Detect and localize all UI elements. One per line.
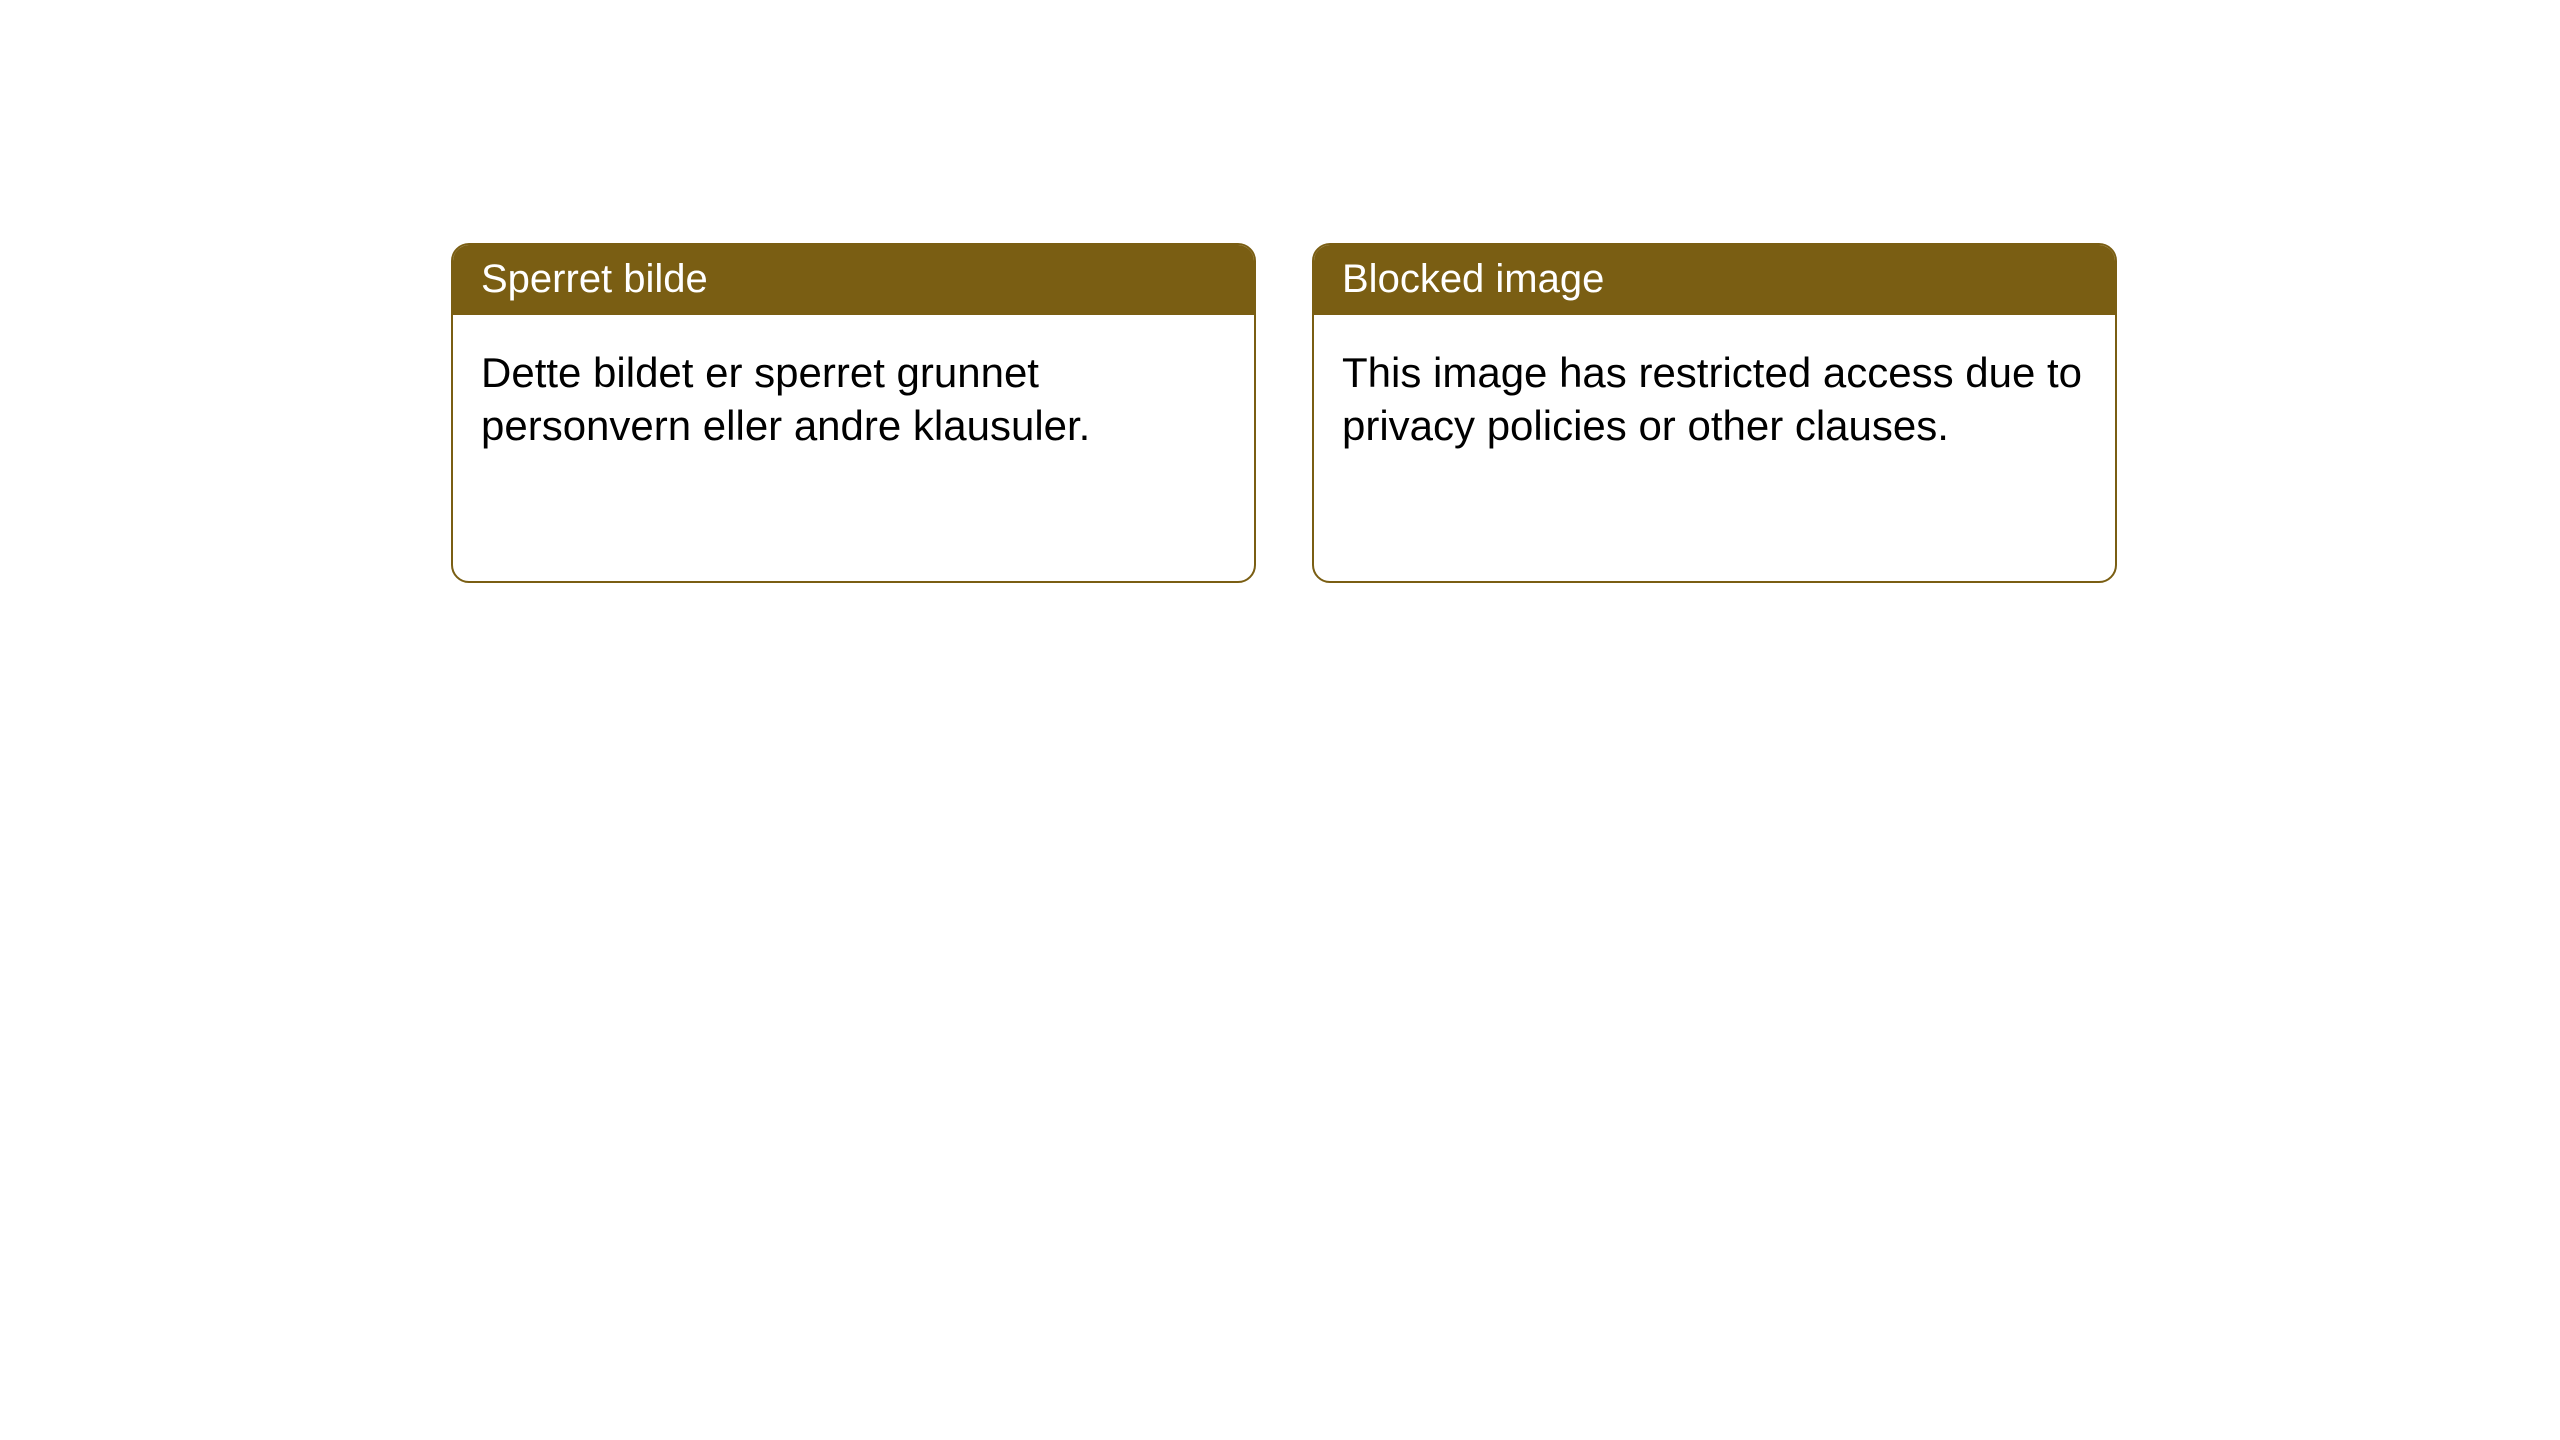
notice-card-title: Sperret bilde: [453, 245, 1254, 315]
notice-card-no: Sperret bilde Dette bildet er sperret gr…: [451, 243, 1256, 583]
notice-card-body: This image has restricted access due to …: [1314, 315, 2115, 484]
notice-card-title: Blocked image: [1314, 245, 2115, 315]
notice-card-body: Dette bildet er sperret grunnet personve…: [453, 315, 1254, 484]
notice-card-en: Blocked image This image has restricted …: [1312, 243, 2117, 583]
notice-container: Sperret bilde Dette bildet er sperret gr…: [0, 0, 2560, 583]
